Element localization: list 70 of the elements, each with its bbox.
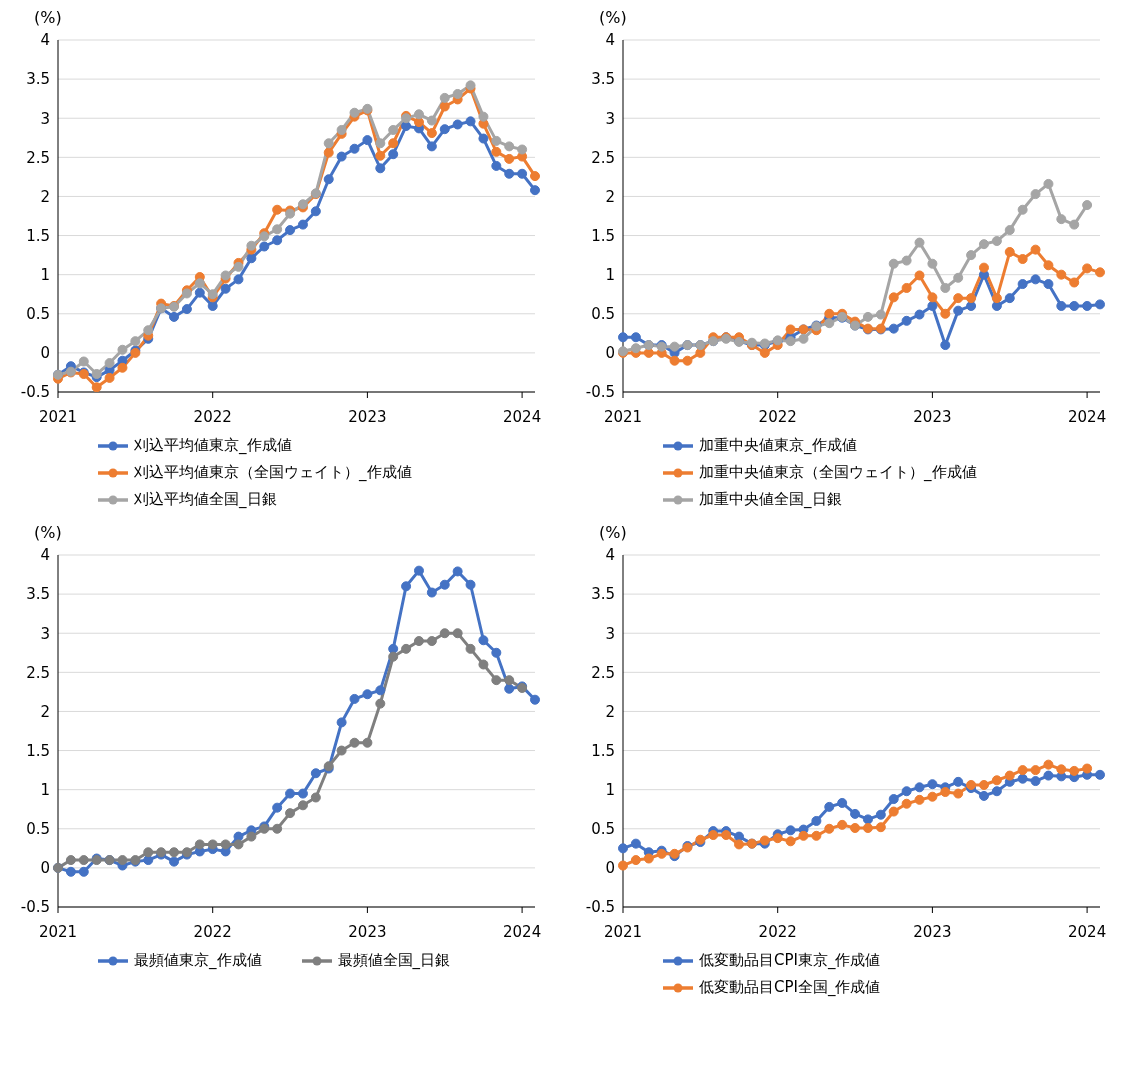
x-tick-label: 2024	[1068, 408, 1107, 426]
y-tick-label: 2	[605, 187, 615, 206]
y-tick-label: 3.5	[26, 585, 50, 604]
y-tick-label: 1	[605, 265, 615, 284]
x-tick-label: 2023	[348, 408, 387, 426]
y-axis-title: (%)	[34, 523, 62, 542]
y-tick-label: 2	[40, 187, 50, 206]
y-tick-label: 3	[40, 109, 50, 128]
y-tick-label: -0.5	[20, 898, 50, 917]
y-tick-label: 3.5	[591, 70, 615, 89]
x-tick-label: 2023	[913, 923, 952, 941]
legend-label: 加重中央値東京_作成値	[699, 436, 857, 455]
legend-label: 最頻値全国_日銀	[337, 951, 450, 970]
x-tick-label: 2021	[38, 923, 78, 941]
y-tick-label: 4	[605, 546, 615, 565]
legend-label: 加重中央値東京（全国ウェイト）_作成値	[699, 463, 977, 482]
x-tick-label: 2022	[193, 408, 232, 426]
y-tick-label: -0.5	[20, 383, 50, 402]
y-axis-title: (%)	[34, 8, 62, 27]
x-tick-label: 2021	[603, 923, 643, 941]
legend-label: 加重中央値全国_日銀	[699, 490, 842, 509]
y-tick-label: 0	[605, 859, 615, 878]
y-tick-label: 1	[40, 780, 50, 799]
y-tick-label: 1	[605, 780, 615, 799]
legend-label: 低変動品目CPI全国_作成値	[699, 978, 881, 997]
x-tick-label: 2024	[503, 923, 542, 941]
x-tick-label: 2021	[603, 408, 643, 426]
y-tick-label: 1.5	[591, 226, 615, 245]
y-tick-label: 3	[605, 109, 615, 128]
y-tick-label: 0.5	[26, 820, 50, 839]
y-tick-label: 0.5	[591, 820, 615, 839]
y-tick-label: 1.5	[591, 741, 615, 760]
y-tick-label: 1.5	[26, 226, 50, 245]
x-tick-label: 2021	[38, 408, 78, 426]
y-tick-label: -0.5	[585, 383, 615, 402]
legend-label: 低変動品目CPI東京_作成値	[699, 951, 881, 970]
x-tick-label: 2023	[348, 923, 387, 941]
y-tick-label: 3	[605, 624, 615, 643]
y-tick-label: 0	[40, 344, 50, 363]
y-tick-label: 2.5	[26, 663, 50, 682]
x-tick-label: 2024	[503, 408, 542, 426]
legend-label: 最頻値東京_作成値	[134, 951, 262, 970]
y-tick-label: 4	[40, 31, 50, 50]
y-tick-label: 2	[40, 702, 50, 721]
y-tick-label: 3.5	[591, 585, 615, 604]
y-tick-label: 0	[605, 344, 615, 363]
x-tick-label: 2022	[193, 923, 232, 941]
y-tick-label: 0.5	[26, 305, 50, 324]
legend-label: 刈込平均値東京_作成値	[134, 436, 292, 455]
y-tick-label: 2.5	[591, 663, 615, 682]
y-tick-label: 4	[605, 31, 615, 50]
y-tick-label: 3.5	[26, 70, 50, 89]
y-tick-label: 0	[40, 859, 50, 878]
x-tick-label: 2024	[1068, 923, 1107, 941]
y-tick-label: 2.5	[26, 148, 50, 167]
x-tick-label: 2023	[913, 408, 952, 426]
legend-label: 刈込平均値東京（全国ウェイト）_作成値	[134, 463, 412, 482]
legend-label: 刈込平均値全国_日銀	[134, 490, 277, 509]
y-axis-title: (%)	[599, 523, 627, 542]
y-tick-label: 3	[40, 624, 50, 643]
y-tick-label: 2.5	[591, 148, 615, 167]
y-tick-label: 4	[40, 546, 50, 565]
y-axis-title: (%)	[599, 8, 627, 27]
y-tick-label: 1.5	[26, 741, 50, 760]
x-tick-label: 2022	[758, 408, 797, 426]
x-tick-label: 2022	[758, 923, 797, 941]
y-tick-label: 0.5	[591, 305, 615, 324]
y-tick-label: 1	[40, 265, 50, 284]
y-tick-label: 2	[605, 702, 615, 721]
y-tick-label: -0.5	[585, 898, 615, 917]
